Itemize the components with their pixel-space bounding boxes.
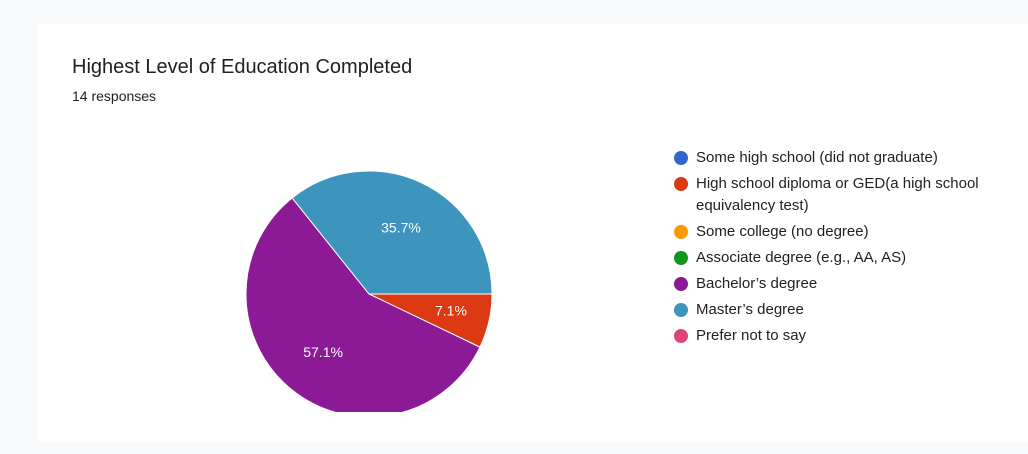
legend-item-prefer-not-to-say[interactable]: Prefer not to say xyxy=(674,325,1004,347)
legend-item-some-high-school-did-not-graduate[interactable]: Some high school (did not graduate) xyxy=(674,147,1004,169)
legend-swatch-icon xyxy=(674,303,688,317)
legend-swatch-icon xyxy=(674,177,688,191)
chart-card: Highest Level of Education Completed 14 … xyxy=(38,24,1028,442)
slice-label-high-school-diploma-or-ged-a-high-school-equivalency-test: 7.1% xyxy=(435,302,467,318)
legend-item-associate-degree-e-g-aa-as[interactable]: Associate degree (e.g., AA, AS) xyxy=(674,247,1004,269)
legend-label: Bachelor’s degree xyxy=(696,275,818,292)
pie-slice-bachelor-s-degree[interactable] xyxy=(245,197,481,412)
legend-item-some-college-no-degree[interactable]: Some college (no degree) xyxy=(674,221,1004,243)
legend-swatch-icon xyxy=(674,151,688,165)
legend-label: Associate degree (e.g., AA, AS) xyxy=(696,249,907,266)
legend-swatch-icon xyxy=(674,277,688,291)
legend-item-high-school-diploma-or-ged-a-high-school-equivalency-test[interactable]: High school diploma or GED(a high school… xyxy=(674,173,1004,217)
legend-swatch-icon xyxy=(674,329,688,343)
legend-label: Master’s degree xyxy=(696,301,804,318)
legend-item-bachelor-s-degree[interactable]: Bachelor’s degree xyxy=(674,273,1004,295)
legend-swatch-icon xyxy=(674,225,688,239)
legend-item-master-s-degree[interactable]: Master’s degree xyxy=(674,299,1004,321)
pie-chart: 7.1% 57.1% 35.7% xyxy=(245,170,493,412)
slice-label-master-s-degree: 35.7% xyxy=(381,219,421,235)
legend-label: Prefer not to say xyxy=(696,327,807,344)
legend-swatch-icon xyxy=(674,251,688,265)
legend-label: Some college (no degree) xyxy=(696,223,869,240)
legend-label: Some high school (did not graduate) xyxy=(696,149,938,166)
pie-slice-master-s-degree[interactable] xyxy=(291,170,493,295)
chart-legend: Some high school (did not graduate) High … xyxy=(674,147,1004,351)
chart-title: Highest Level of Education Completed xyxy=(72,56,413,78)
slice-label-bachelor-s-degree: 57.1% xyxy=(303,344,343,360)
legend-label: High school diploma or GED(a high school… xyxy=(696,175,979,214)
response-count: 14 responses xyxy=(72,88,157,104)
